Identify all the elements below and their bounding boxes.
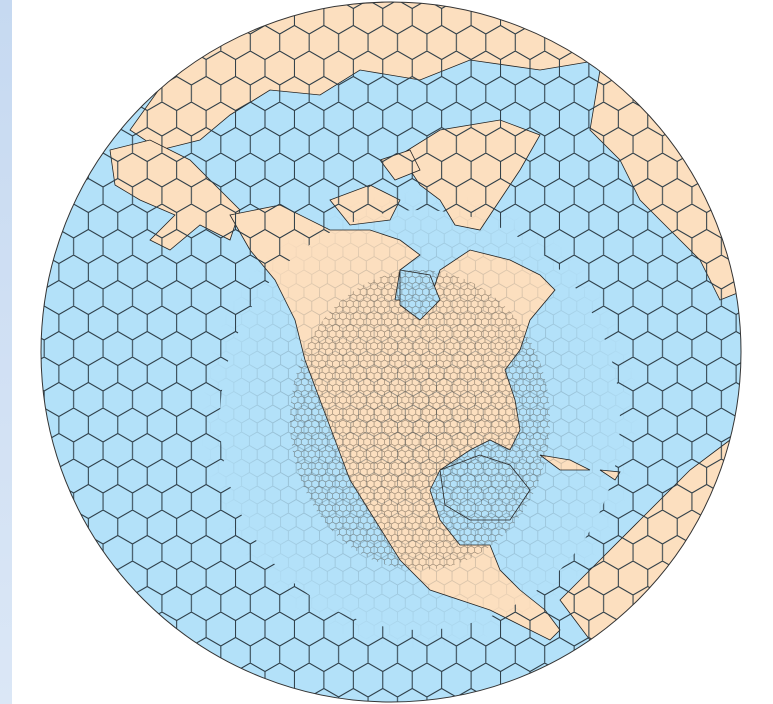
side-strip [0,0,12,704]
globe-outline [40,1,742,703]
mesh-fine [290,270,550,570]
